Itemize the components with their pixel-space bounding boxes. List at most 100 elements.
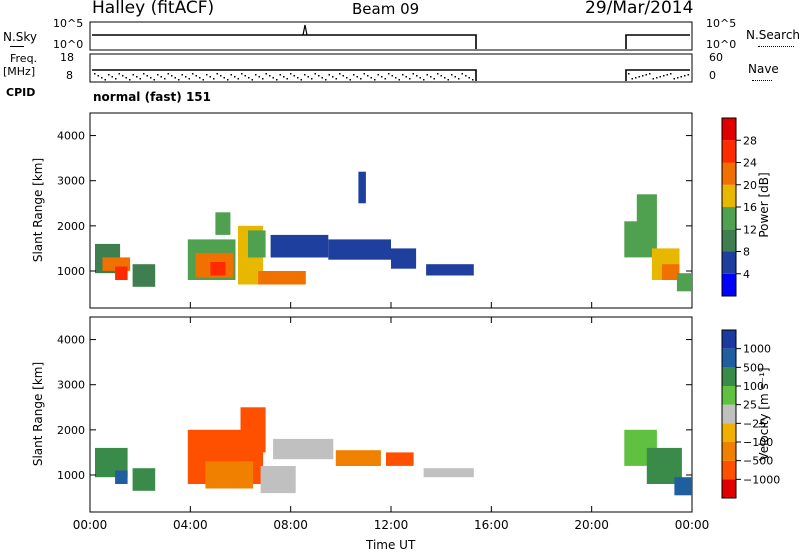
velocity-colorbar-tick-label: 1000 xyxy=(743,343,771,356)
nave-dot xyxy=(244,75,246,77)
nave-dot xyxy=(241,73,243,75)
nave-dot xyxy=(101,77,103,79)
nave-dot xyxy=(129,79,131,81)
nave-dot xyxy=(684,75,686,77)
nave-dot xyxy=(108,74,110,76)
nave-dot xyxy=(638,76,640,78)
nave-dot xyxy=(171,75,173,77)
nave-dot xyxy=(388,73,390,75)
power-echo-region xyxy=(215,212,231,235)
nave-dot xyxy=(398,79,400,81)
nave-dot xyxy=(412,73,414,75)
nave-dot xyxy=(258,76,260,78)
power-colorbar-tick-label: 4 xyxy=(743,268,750,281)
velocity-colorbar-tick-label: 100 xyxy=(743,380,764,393)
velocity-colorbar-swatch xyxy=(722,479,736,498)
nave-dot xyxy=(656,77,658,79)
noise-panel xyxy=(89,21,693,51)
nave-dot xyxy=(206,74,208,76)
nave-dot xyxy=(395,77,397,79)
nave-dot xyxy=(164,78,166,80)
nave-dot xyxy=(220,75,222,77)
nave-dot xyxy=(649,73,651,75)
power-ytick-label: 3000 xyxy=(57,175,85,188)
nave-dot xyxy=(458,78,460,80)
xtick-label: 12:00 xyxy=(374,518,409,532)
nave-dot xyxy=(146,75,148,77)
nave-dot xyxy=(104,79,106,81)
nave-dot xyxy=(94,73,96,75)
nave-dot xyxy=(234,76,236,78)
nave-dot xyxy=(283,76,285,78)
nave-dot xyxy=(363,73,365,75)
power-ylabel: Slant Range [km] xyxy=(31,157,45,263)
velocity-colorbar-swatch xyxy=(722,386,736,405)
nave-dot xyxy=(416,75,418,77)
nave-dot xyxy=(349,79,351,81)
freq-right-tick-top: 60 xyxy=(709,51,723,64)
power-colorbar-swatch xyxy=(722,229,736,252)
date-title: 29/Mar/2014 xyxy=(585,0,694,18)
nave-dot xyxy=(118,73,120,75)
nave-dot xyxy=(227,79,229,81)
noise-right-dotted-underline xyxy=(758,46,794,47)
nave-dot xyxy=(122,75,124,77)
nave-dot xyxy=(673,78,675,80)
nave-dot xyxy=(300,79,302,81)
noise-left-tick-top: 10^5 xyxy=(53,17,84,30)
nave-dot xyxy=(111,76,113,78)
nave-dot xyxy=(195,75,197,77)
velocity-echo-region xyxy=(273,438,334,460)
nave-dot xyxy=(321,77,323,79)
power-colorbar-tick-label: 24 xyxy=(743,157,757,170)
nave-dot xyxy=(437,73,439,75)
nave-dot xyxy=(143,73,145,75)
velocity-colorbar-label: Velocity [m s⁻¹] xyxy=(757,367,771,461)
velocity-ylabel: Slant Range [km] xyxy=(31,361,45,467)
beam-title: Beam 09 xyxy=(352,0,420,18)
nave-dot xyxy=(346,77,348,79)
power-colorbar-swatch xyxy=(722,162,736,185)
nave-dot xyxy=(314,73,316,75)
frequency-trace xyxy=(92,69,690,81)
nave-dot xyxy=(160,76,162,78)
nave-dot xyxy=(339,73,341,75)
nave-dot xyxy=(635,77,637,79)
nave-dot xyxy=(167,73,169,75)
nave-dot xyxy=(125,77,127,79)
power-echo-region xyxy=(661,264,680,280)
nave-dot xyxy=(223,77,225,79)
nave-dot xyxy=(265,73,267,75)
nave-dot xyxy=(279,74,281,76)
nave-dot xyxy=(468,77,470,79)
power-colorbar-tick-label: 12 xyxy=(743,223,757,236)
nave-dot xyxy=(335,78,337,80)
nave-dot xyxy=(276,79,278,81)
xtick-label: 08:00 xyxy=(273,518,308,532)
frequency-panel xyxy=(89,53,693,83)
nave-dot xyxy=(269,75,271,77)
nave-dot xyxy=(115,78,117,80)
nave-dot xyxy=(433,78,435,80)
power-echo-region xyxy=(358,171,366,204)
nave-dot xyxy=(409,78,411,80)
nave-dot xyxy=(663,75,665,77)
velocity-colorbar-tick-label: 25 xyxy=(743,399,757,412)
power-echo-region xyxy=(636,194,657,249)
xtick-label: 20:00 xyxy=(574,518,609,532)
freq-left-label-2: [MHz] xyxy=(3,65,36,78)
nave-dot xyxy=(192,73,194,75)
power-colorbar-label: Power [dB] xyxy=(757,172,771,238)
power-colorbar-swatch xyxy=(722,207,736,230)
nave-dot xyxy=(132,74,134,76)
noise-right-tick-top: 10^5 xyxy=(706,17,737,30)
power-colorbar-tick-label: 20 xyxy=(743,179,757,192)
power-echo-region xyxy=(115,266,128,280)
power-colorbar-swatch xyxy=(722,118,736,141)
nave-dot xyxy=(381,76,383,78)
nave-dot xyxy=(451,74,453,76)
velocity-echo-region xyxy=(335,450,381,466)
station-title: Halley (fitACF) xyxy=(92,0,215,18)
velocity-echo-region xyxy=(132,468,156,491)
nave-dot xyxy=(430,76,432,78)
